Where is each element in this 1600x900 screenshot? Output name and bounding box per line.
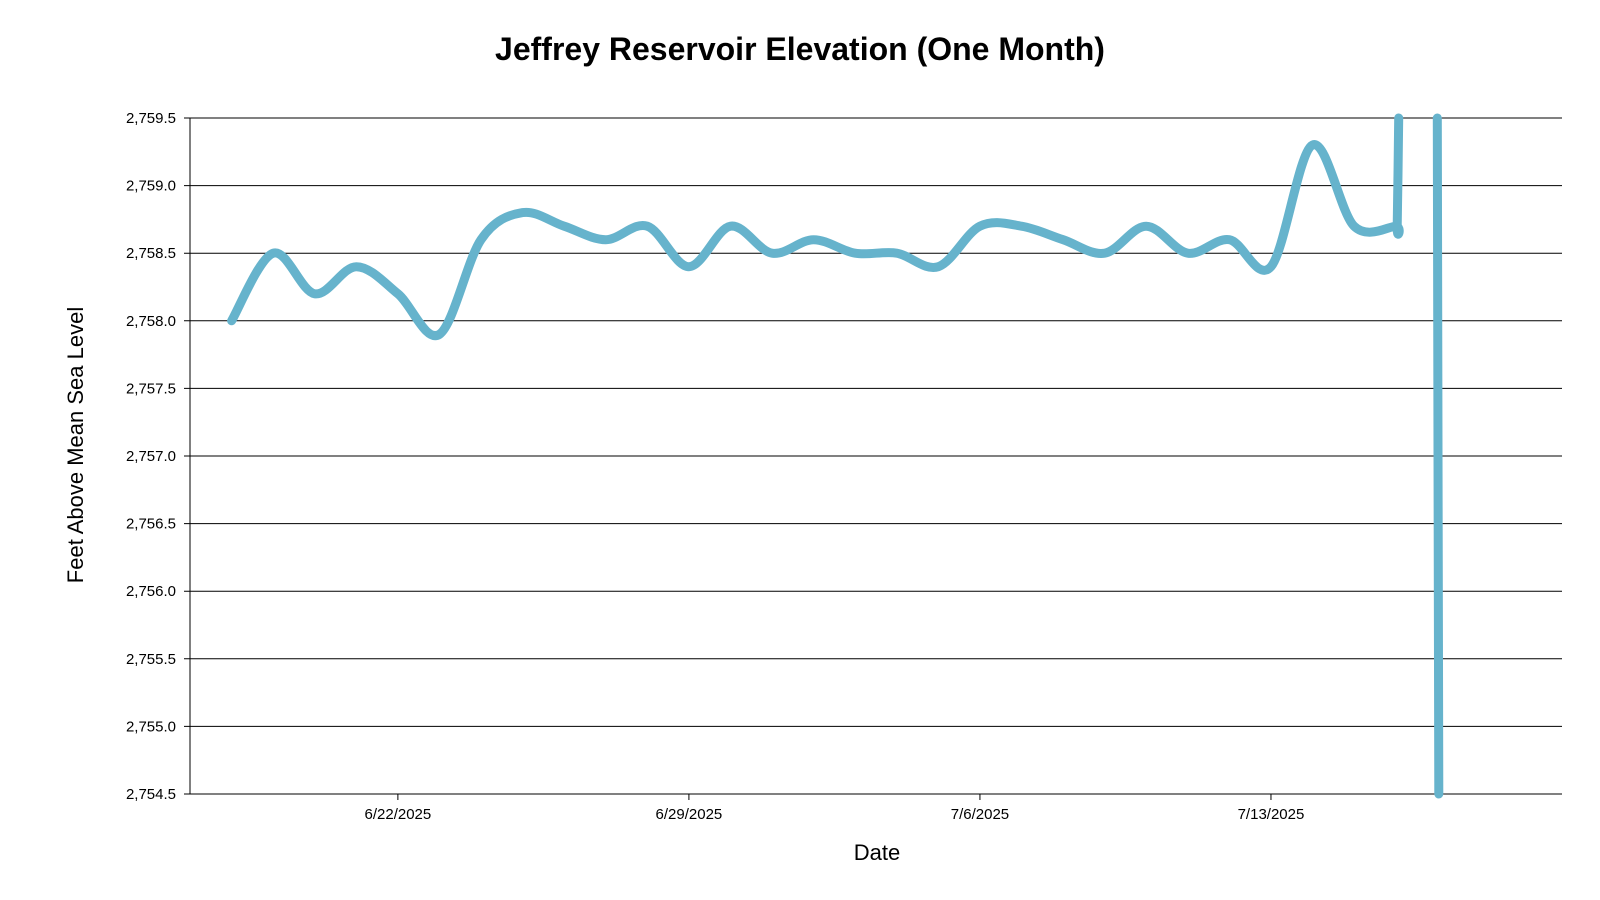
- y-tick-label: 2,758.5: [126, 245, 176, 262]
- y-tick-label: 2,754.5: [126, 786, 176, 803]
- y-tick-label: 2,758.0: [126, 313, 176, 330]
- y-tick-label: 2,757.5: [126, 380, 176, 397]
- y-tick-label: 2,756.5: [126, 516, 176, 533]
- y-axis-label: Feet Above Mean Sea Level: [63, 307, 88, 583]
- gridlines: [184, 117, 1562, 795]
- y-tick-label: 2,759.0: [126, 178, 176, 195]
- x-tick-label: 7/6/2025: [951, 806, 1009, 823]
- y-tick-label: 2,757.0: [126, 448, 176, 465]
- series-group: [227, 113, 1444, 799]
- y-tick-label: 2,755.5: [126, 651, 176, 668]
- chart-title: Jeffrey Reservoir Elevation (One Month): [495, 31, 1105, 67]
- series-line: [227, 113, 1404, 340]
- y-tick-label: 2,755.0: [126, 718, 176, 735]
- y-tick-label: 2,756.0: [126, 583, 176, 600]
- x-tick-label: 6/22/2025: [365, 806, 432, 823]
- x-tick-label: 7/13/2025: [1238, 806, 1305, 823]
- y-axis-ticks: 2,754.5 2,755.0 2,755.5 2,756.0 2,756.5 2,757…: [126, 110, 176, 803]
- y-tick-label: 2,759.5: [126, 110, 176, 127]
- x-axis-label: Date: [854, 840, 900, 865]
- x-axis-ticks: 6/22/2025 6/29/2025 7/6/2025 7/13/2025: [365, 794, 1305, 823]
- series-line: [1432, 113, 1444, 799]
- x-tick-label: 6/29/2025: [656, 806, 723, 823]
